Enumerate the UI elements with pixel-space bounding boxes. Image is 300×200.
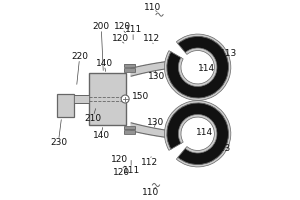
- Text: 130: 130: [148, 72, 166, 81]
- Polygon shape: [171, 131, 173, 138]
- Polygon shape: [168, 61, 170, 68]
- Text: 120: 120: [111, 155, 128, 164]
- Polygon shape: [133, 67, 134, 76]
- Polygon shape: [155, 128, 157, 136]
- Polygon shape: [133, 123, 134, 132]
- Polygon shape: [158, 129, 160, 136]
- Circle shape: [121, 95, 129, 103]
- Bar: [57, 94, 74, 117]
- Polygon shape: [138, 66, 139, 75]
- Polygon shape: [160, 62, 162, 70]
- Polygon shape: [141, 125, 142, 133]
- Polygon shape: [152, 64, 154, 71]
- Polygon shape: [163, 130, 165, 137]
- Polygon shape: [157, 129, 158, 136]
- Polygon shape: [134, 124, 136, 132]
- Wedge shape: [178, 48, 217, 86]
- Wedge shape: [167, 36, 229, 98]
- Polygon shape: [163, 62, 165, 69]
- Polygon shape: [160, 129, 162, 137]
- Text: 110: 110: [144, 3, 162, 12]
- Text: 130: 130: [147, 118, 165, 127]
- Text: 140: 140: [96, 59, 113, 68]
- Text: 112: 112: [143, 34, 161, 43]
- Wedge shape: [167, 103, 229, 165]
- Wedge shape: [178, 114, 217, 153]
- Polygon shape: [154, 63, 155, 71]
- Text: 230: 230: [50, 138, 67, 147]
- Polygon shape: [154, 128, 155, 136]
- Text: 114: 114: [196, 128, 213, 137]
- Polygon shape: [175, 60, 176, 68]
- Polygon shape: [146, 126, 147, 134]
- Polygon shape: [146, 65, 147, 73]
- Polygon shape: [167, 61, 168, 69]
- Polygon shape: [158, 63, 160, 70]
- Polygon shape: [141, 66, 142, 74]
- Polygon shape: [170, 131, 171, 138]
- Bar: [124, 64, 135, 67]
- Polygon shape: [136, 124, 138, 132]
- Polygon shape: [131, 123, 133, 131]
- Polygon shape: [147, 64, 149, 72]
- Bar: [124, 130, 135, 134]
- Bar: [124, 68, 135, 72]
- Text: 210: 210: [85, 114, 102, 123]
- Polygon shape: [162, 130, 163, 137]
- Text: 120: 120: [112, 168, 130, 177]
- Polygon shape: [165, 130, 166, 137]
- Polygon shape: [147, 127, 149, 135]
- Polygon shape: [131, 68, 133, 76]
- Bar: [89, 73, 126, 125]
- Polygon shape: [144, 126, 146, 134]
- Polygon shape: [155, 63, 157, 71]
- Polygon shape: [149, 64, 150, 72]
- Bar: [124, 126, 135, 129]
- Polygon shape: [175, 131, 176, 139]
- Polygon shape: [150, 64, 152, 72]
- Text: 111: 111: [124, 25, 142, 34]
- Text: 113: 113: [214, 144, 231, 153]
- Text: 150: 150: [132, 92, 150, 101]
- Polygon shape: [142, 126, 144, 134]
- Polygon shape: [152, 128, 154, 135]
- Wedge shape: [164, 34, 231, 100]
- Polygon shape: [168, 131, 170, 138]
- Polygon shape: [136, 67, 138, 75]
- Polygon shape: [138, 124, 139, 133]
- Text: 114: 114: [198, 64, 215, 73]
- Text: 111: 111: [122, 166, 140, 175]
- Polygon shape: [142, 65, 144, 73]
- Polygon shape: [176, 132, 178, 139]
- Polygon shape: [162, 62, 163, 70]
- Text: 200: 200: [93, 22, 110, 31]
- Polygon shape: [157, 63, 158, 70]
- Bar: [74, 95, 89, 103]
- Polygon shape: [134, 67, 136, 75]
- Polygon shape: [144, 65, 146, 73]
- Polygon shape: [171, 61, 173, 68]
- Wedge shape: [164, 101, 231, 167]
- Polygon shape: [167, 130, 168, 138]
- Text: 112: 112: [141, 158, 159, 167]
- Text: 110: 110: [142, 188, 160, 197]
- Text: 120: 120: [112, 34, 129, 43]
- Polygon shape: [149, 127, 150, 135]
- Polygon shape: [139, 66, 141, 74]
- Text: 113: 113: [220, 49, 237, 58]
- Polygon shape: [176, 60, 178, 67]
- Text: 120: 120: [114, 22, 131, 31]
- Text: 140: 140: [93, 131, 110, 140]
- Polygon shape: [165, 62, 166, 69]
- Polygon shape: [150, 127, 152, 135]
- Polygon shape: [139, 125, 141, 133]
- Polygon shape: [173, 131, 175, 138]
- Polygon shape: [173, 61, 175, 68]
- Text: 220: 220: [71, 52, 88, 61]
- Polygon shape: [170, 61, 171, 68]
